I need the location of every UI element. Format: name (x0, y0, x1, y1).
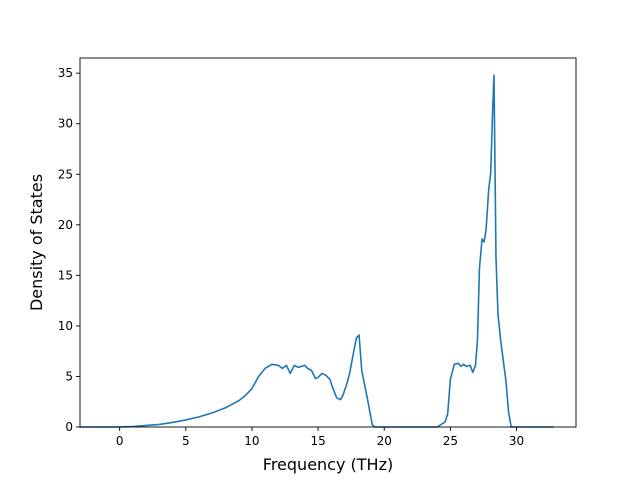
y-tick-label: 30 (58, 117, 73, 131)
axes-frame (79, 57, 577, 428)
y-axis-ticks: 0 5 10 15 20 25 30 35 (58, 66, 80, 434)
y-tick-label: 10 (58, 319, 73, 333)
y-tick-label: 15 (58, 268, 73, 282)
y-axis-label: Density of States (27, 174, 46, 311)
x-tick-label: 10 (244, 434, 259, 448)
y-tick-label: 5 (65, 369, 73, 383)
x-tick-label: 20 (377, 434, 392, 448)
axes-background (80, 58, 576, 427)
x-tick-label: 0 (116, 434, 124, 448)
y-tick-label: 20 (58, 218, 73, 232)
x-tick-label: 15 (310, 434, 325, 448)
x-axis-ticks: 0 5 10 15 20 25 30 (116, 427, 524, 448)
x-tick-label: 25 (443, 434, 458, 448)
y-tick-label: 35 (58, 66, 73, 80)
series-line-0 (79, 74, 555, 428)
x-axis-label: Frequency (THz) (263, 455, 393, 474)
plot-area (79, 57, 577, 428)
y-tick-label: 25 (58, 167, 73, 181)
x-tick-label: 5 (182, 434, 190, 448)
x-tick-label: 30 (509, 434, 524, 448)
y-tick-label: 0 (65, 420, 73, 434)
